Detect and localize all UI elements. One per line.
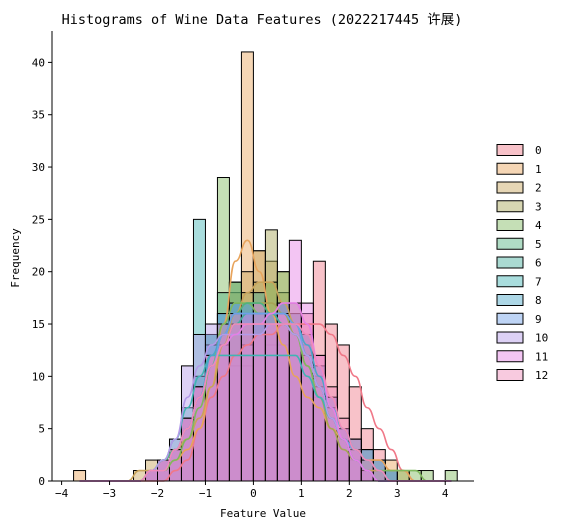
legend-label: 10: [535, 332, 548, 345]
y-tick-label: 20: [32, 266, 45, 279]
x-tick-label: −1: [199, 487, 212, 500]
legend-label: 6: [535, 257, 542, 270]
y-axis-ticks: 0 5 10 15 20 25 30 35 40: [32, 56, 52, 488]
series-11-bars: [145, 239, 374, 482]
y-tick-label: 35: [32, 109, 45, 122]
legend-item-6: 6: [496, 256, 542, 270]
y-tick-label: 15: [32, 318, 45, 331]
legend-label: 12: [535, 369, 548, 382]
x-tick-label: 1: [298, 487, 305, 500]
legend-label: 8: [535, 294, 542, 307]
y-tick-label: 25: [32, 213, 45, 226]
legend-swatch: [496, 275, 524, 288]
legend-swatch: [496, 237, 524, 250]
legend-item-5: 5: [496, 237, 542, 251]
legend-swatch: [496, 369, 524, 381]
legend-label: 2: [535, 182, 542, 195]
legend-item-0: 0: [496, 144, 542, 157]
legend-item-2: 2: [496, 181, 542, 195]
legend-item-9: 9: [496, 312, 542, 326]
x-tick-label: 2: [346, 487, 353, 500]
legend-swatch: [496, 144, 524, 156]
legend-swatch: [496, 256, 524, 269]
bar-series-4-bin-31: [444, 470, 458, 482]
legend-label: 1: [535, 163, 542, 176]
x-tick-label: 0: [250, 487, 257, 500]
legend-item-7: 7: [496, 275, 542, 288]
x-axis-label: Feature Value: [220, 507, 306, 520]
legend-item-10: 10: [496, 331, 548, 345]
legend-swatch: [496, 219, 524, 231]
legend-item-1: 1: [496, 162, 542, 176]
legend-swatch: [496, 312, 524, 325]
y-tick-label: 30: [32, 161, 45, 174]
y-tick-label: 40: [32, 56, 45, 69]
legend-item-12: 12: [496, 369, 548, 382]
histogram-bars: [73, 51, 458, 482]
bar-series-12-bin-15: [252, 333, 266, 482]
legend-label: 0: [535, 144, 542, 157]
bar-series-1-bin-0: [73, 470, 87, 482]
legend-item-8: 8: [496, 294, 542, 307]
x-axis-ticks: −4 −3 −2 −1 0 1 2 3 4: [55, 481, 449, 500]
x-tick-label: −4: [55, 487, 69, 500]
x-tick-label: 4: [442, 487, 449, 500]
y-tick-label: 10: [32, 370, 45, 383]
legend-swatch: [496, 181, 524, 194]
x-tick-label: −2: [151, 487, 164, 500]
chart-title: Histograms of Wine Data Features (202221…: [62, 12, 463, 28]
legend-label: 11: [535, 350, 548, 363]
legend-label: 4: [535, 219, 542, 232]
bar-series-12-bin-16: [264, 323, 278, 482]
bar-series-12-bin-12: [216, 323, 230, 482]
legend-swatch: [496, 200, 524, 213]
bar-series-12-bin-13: [228, 313, 242, 482]
legend-item-4: 4: [496, 219, 542, 232]
y-axis-label: Frequency: [9, 228, 22, 288]
legend-label: 7: [535, 275, 542, 288]
legend-item-3: 3: [496, 200, 542, 213]
legend-label: 3: [535, 200, 542, 213]
x-tick-label: −3: [103, 487, 116, 500]
legend-swatch: [496, 162, 524, 175]
legend-label: 5: [535, 238, 542, 251]
legend-swatch: [496, 331, 524, 344]
legend-swatch: [496, 294, 524, 306]
legend-item-11: 11: [496, 350, 548, 363]
x-tick-label: 3: [394, 487, 401, 500]
legend-label: 9: [535, 313, 542, 326]
legend-swatch: [496, 350, 524, 363]
y-tick-label: 5: [38, 423, 45, 436]
y-tick-label: 0: [38, 475, 45, 488]
